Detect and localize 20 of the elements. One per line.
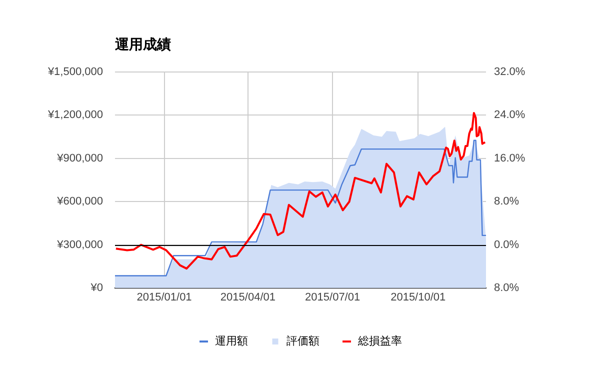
y2-tick-label: 24.0% (494, 109, 526, 122)
legend-label: 運用額 (214, 334, 248, 348)
y2-tick-label: 32.0% (494, 66, 526, 78)
y-tick-label: ¥900,000 (56, 152, 103, 164)
y-tick-label: ¥1,500,000 (46, 66, 103, 78)
y2-tick-label: 0.0% (494, 238, 520, 251)
x-tick-label: 2015/04/01 (220, 292, 276, 304)
y2-tick-label: 8.0% (494, 282, 520, 294)
x-tick-label: 2015/10/01 (390, 292, 446, 304)
legend-label: 評価額 (286, 334, 320, 348)
x-tick-label: 2015/01/01 (136, 292, 192, 304)
y2-tick-label: 8.0% (494, 196, 520, 208)
y2-tick-label: 16.0% (494, 152, 526, 164)
y-tick-label: ¥1,200,000 (46, 109, 103, 122)
chart-title: 運用成績 (114, 36, 171, 52)
y-tick-label: ¥0 (90, 282, 103, 294)
y-tick-label: ¥300,000 (56, 238, 103, 251)
y-tick-label: ¥600,000 (56, 196, 103, 208)
legend-label: 総損益率 (356, 334, 402, 348)
x-tick-label: 2015/07/01 (305, 292, 360, 304)
